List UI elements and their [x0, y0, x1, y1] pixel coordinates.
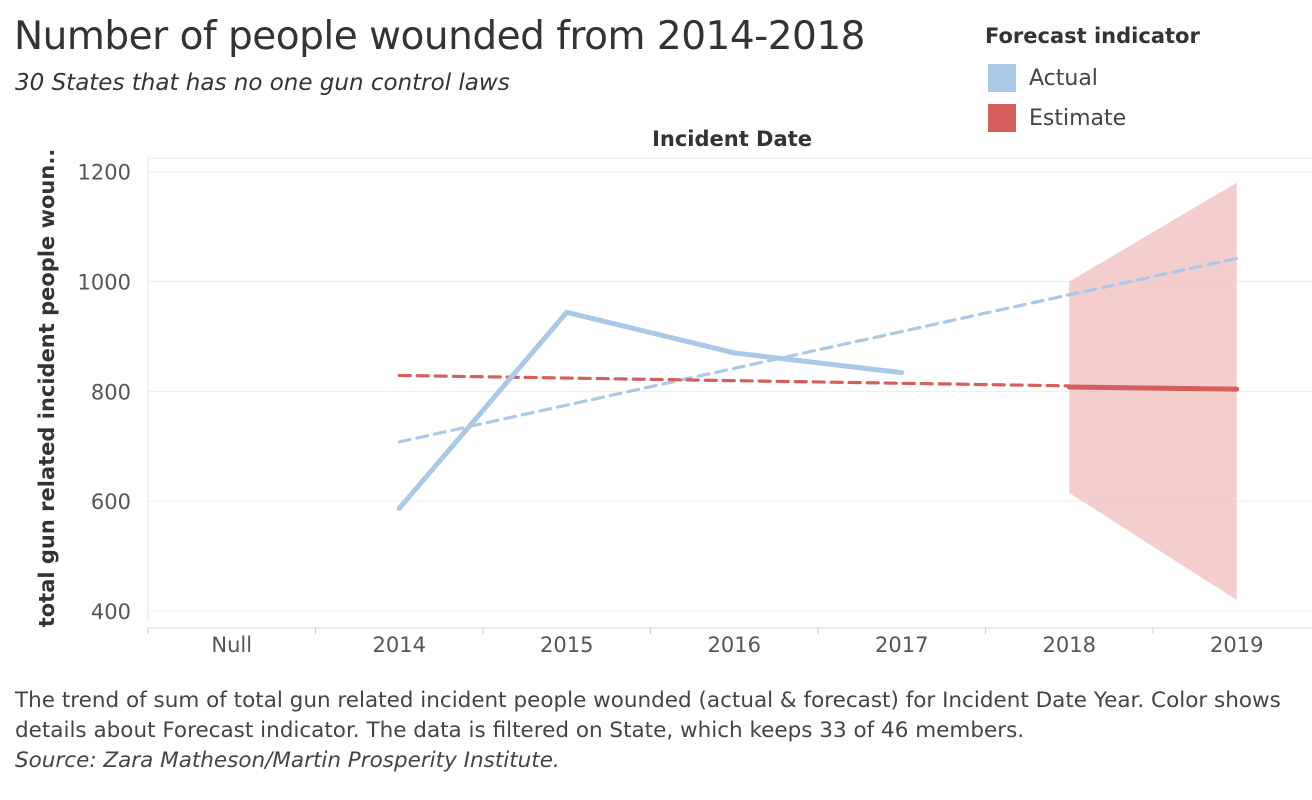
x-tick-label-null: Null — [211, 633, 252, 657]
x-axis-title: Incident Date — [652, 127, 812, 151]
y-tick-label-600: 600 — [91, 490, 131, 514]
legend-title: Forecast indicator — [985, 24, 1200, 48]
footer-description: The trend of sum of total gun related in… — [15, 688, 1281, 743]
series-line-actual — [396, 309, 905, 511]
series-line-estimate — [1066, 384, 1240, 392]
x-tick-label-2017: 2017 — [875, 633, 928, 657]
forecast-band — [1069, 182, 1237, 601]
y-tick-label-800: 800 — [91, 380, 131, 404]
y-tick-label-400: 400 — [91, 600, 131, 624]
legend: Forecast indicator Actual Estimate — [985, 24, 1200, 138]
x-tick-label-2018: 2018 — [1043, 633, 1096, 657]
chart-footer: The trend of sum of total gun related in… — [15, 686, 1300, 776]
trend-line-actual — [397, 256, 1239, 444]
legend-item-actual[interactable]: Actual — [985, 58, 1200, 98]
y-tick-label-1200: 1200 — [78, 161, 131, 185]
legend-label-estimate: Estimate — [1029, 105, 1127, 131]
x-tick-label-2019: 2019 — [1210, 633, 1263, 657]
legend-swatch-estimate — [988, 104, 1016, 132]
y-tick-label-1000: 1000 — [78, 271, 131, 295]
y-axis-title: total gun related incident people woun.. — [35, 149, 59, 628]
x-tick-label-2014: 2014 — [373, 633, 426, 657]
footer-source: Source: Zara Matheson/Martin Prosperity … — [15, 748, 560, 773]
x-tick-label-2015: 2015 — [540, 633, 593, 657]
chart-title: Number of people wounded from 2014-2018 — [14, 14, 865, 59]
chart-subtitle: 30 States that has no one gun control la… — [15, 70, 510, 96]
legend-item-estimate[interactable]: Estimate — [985, 98, 1200, 138]
line-chart: 400 600 800 1000 1200 Null 2014 2015 2016 2017 201… — [35, 127, 1312, 657]
legend-label-actual: Actual — [1029, 65, 1098, 91]
trend-line-estimate — [397, 373, 1071, 388]
x-tick-label-2016: 2016 — [708, 633, 761, 657]
legend-swatch-actual — [988, 64, 1016, 92]
